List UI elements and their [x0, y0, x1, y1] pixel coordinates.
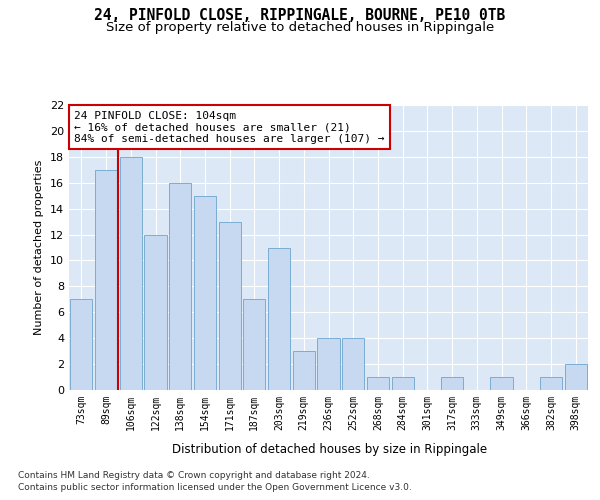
Bar	[540, 377, 562, 390]
Bar	[145, 234, 167, 390]
Bar	[293, 351, 315, 390]
Text: 24 PINFOLD CLOSE: 104sqm
← 16% of detached houses are smaller (21)
84% of semi-d: 24 PINFOLD CLOSE: 104sqm ← 16% of detach…	[74, 110, 385, 144]
Bar	[268, 248, 290, 390]
Bar	[169, 182, 191, 390]
Bar	[367, 377, 389, 390]
Bar	[317, 338, 340, 390]
Bar	[441, 377, 463, 390]
Bar	[95, 170, 117, 390]
Bar	[70, 300, 92, 390]
Bar	[392, 377, 414, 390]
Text: Contains public sector information licensed under the Open Government Licence v3: Contains public sector information licen…	[18, 484, 412, 492]
Y-axis label: Number of detached properties: Number of detached properties	[34, 160, 44, 335]
Bar	[342, 338, 364, 390]
Bar	[565, 364, 587, 390]
Bar	[490, 377, 512, 390]
Text: Distribution of detached houses by size in Rippingale: Distribution of detached houses by size …	[172, 442, 488, 456]
Text: 24, PINFOLD CLOSE, RIPPINGALE, BOURNE, PE10 0TB: 24, PINFOLD CLOSE, RIPPINGALE, BOURNE, P…	[94, 8, 506, 22]
Bar	[243, 300, 265, 390]
Text: Contains HM Land Registry data © Crown copyright and database right 2024.: Contains HM Land Registry data © Crown c…	[18, 471, 370, 480]
Bar	[119, 157, 142, 390]
Text: Size of property relative to detached houses in Rippingale: Size of property relative to detached ho…	[106, 22, 494, 35]
Bar	[194, 196, 216, 390]
Bar	[218, 222, 241, 390]
